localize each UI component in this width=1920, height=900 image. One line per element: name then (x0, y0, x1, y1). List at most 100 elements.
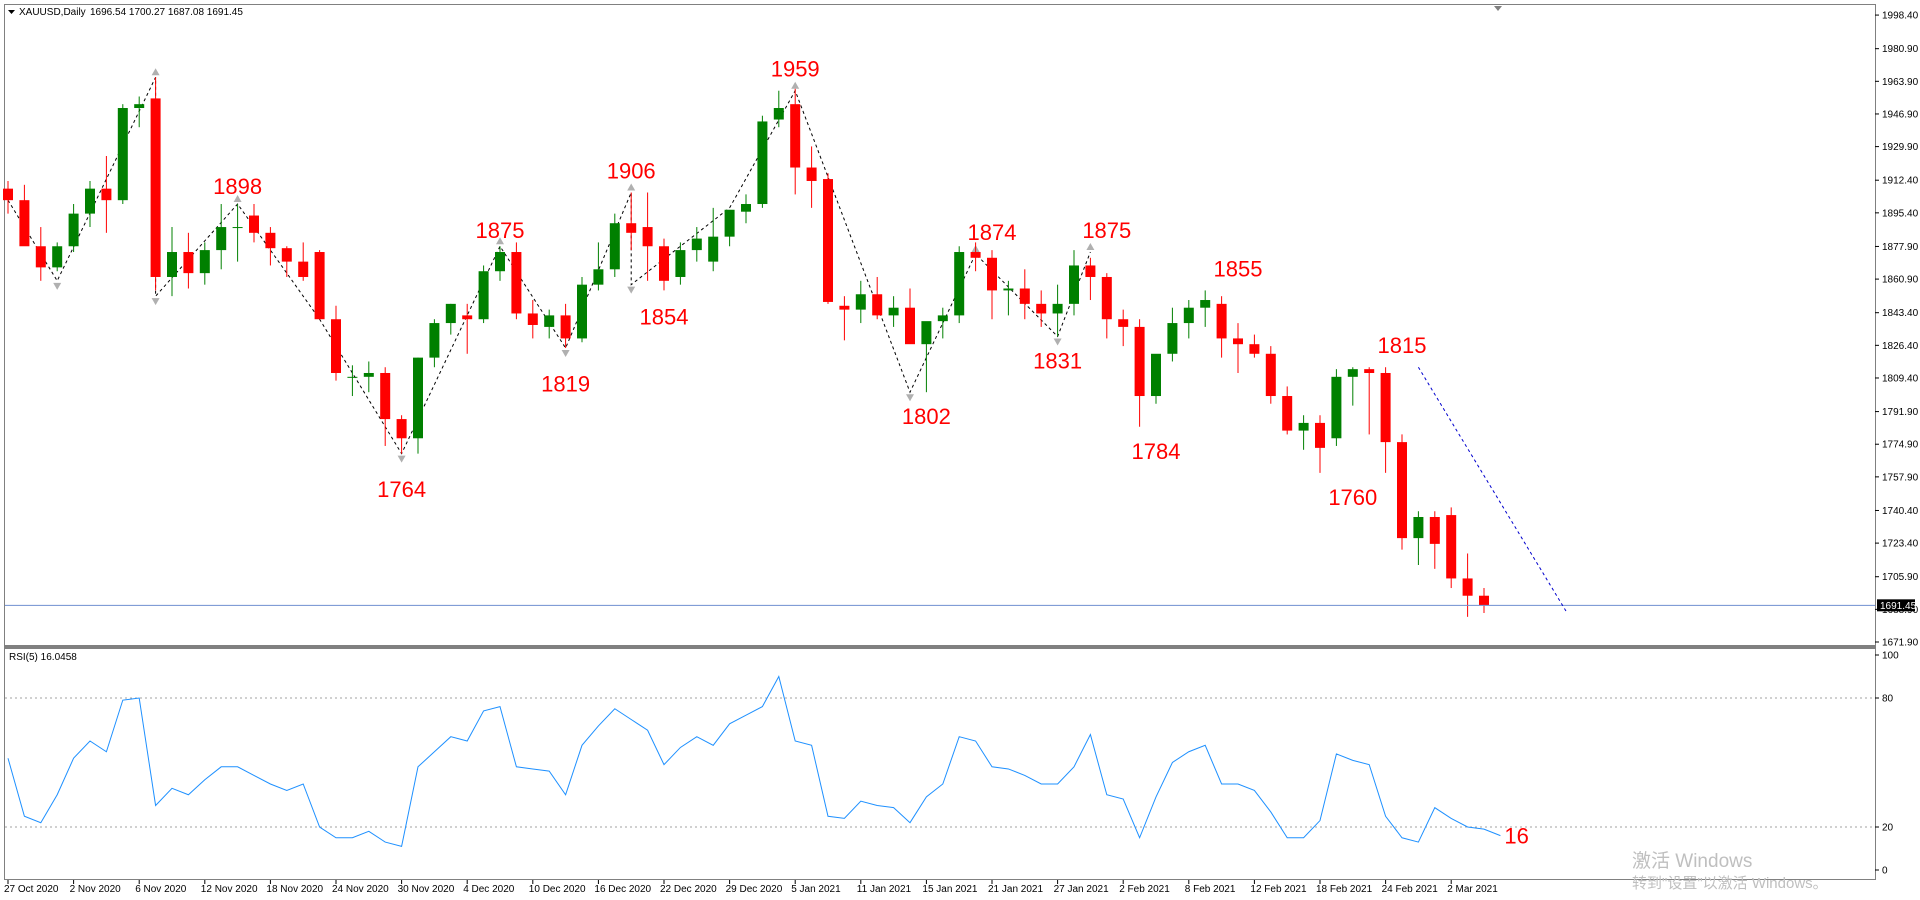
price-tick-label: 1809.40 (1882, 373, 1919, 384)
price-tick-label: 1757.90 (1882, 472, 1919, 483)
panel-separator[interactable] (4, 645, 1876, 648)
candle (19, 184, 30, 247)
candle (757, 115, 768, 208)
candle (1216, 296, 1227, 358)
price-tick-label: 1980.90 (1882, 44, 1919, 55)
candle (1183, 300, 1194, 339)
swing-label: 1819 (541, 372, 590, 397)
pivot-arrow (53, 282, 62, 290)
candle (741, 194, 751, 224)
candle (445, 303, 456, 335)
swing-label: 1854 (640, 304, 689, 329)
time-tick-label: 11 Jan 2021 (857, 884, 912, 895)
candle (363, 361, 374, 393)
candle (1446, 507, 1457, 589)
swing-label: 1874 (968, 220, 1017, 245)
candle (216, 204, 227, 270)
price-tick-label: 1740.40 (1882, 506, 1919, 517)
rsi-panel (4, 648, 1876, 880)
candle (773, 90, 784, 128)
swing-label: 1906 (607, 158, 656, 183)
candle (265, 227, 276, 266)
price-tick-label: 1929.90 (1882, 142, 1919, 153)
activation-watermark-subtitle: 转到"设置"以激活 Windows。 (1632, 875, 1828, 892)
activation-watermark-title: 激活 Windows (1632, 850, 1752, 872)
candle (1101, 273, 1112, 339)
candle (249, 204, 259, 243)
candle (478, 265, 489, 324)
time-tick-label: 18 Feb 2021 (1316, 884, 1373, 895)
pivot-arrow (151, 298, 160, 306)
candle (1265, 346, 1276, 404)
time-tick-label: 5 Jan 2021 (791, 884, 841, 895)
time-tick-label: 27 Jan 2021 (1054, 884, 1109, 895)
swing-label: 1959 (771, 57, 820, 82)
rsi-line (7, 675, 1501, 847)
time-tick-label: 4 Dec 2020 (463, 884, 515, 895)
candle (987, 250, 997, 320)
candle (872, 276, 883, 320)
pivot-arrow (397, 455, 406, 463)
time-tick-label: 16 Dec 2020 (594, 884, 651, 895)
candles (3, 77, 1875, 617)
candle (954, 246, 965, 324)
candle (1019, 269, 1030, 320)
candle (52, 242, 63, 272)
pivot-arrow (496, 237, 504, 245)
rsi-label: RSI(5) 16.0458 (9, 652, 77, 663)
time-tick-label: 2 Mar 2021 (1447, 884, 1498, 895)
time-tick-label: 21 Jan 2021 (988, 884, 1043, 895)
candle (1249, 334, 1260, 358)
candle (790, 88, 801, 195)
candle (642, 192, 653, 281)
swing-label: 1875 (1082, 218, 1131, 243)
rsi-indicator: 100 80 20 0 16 (5, 651, 1899, 877)
candle (1298, 415, 1309, 450)
price-axis: 1998.40 1980.90 1963.90 1946.90 1929.90 1912.… (1875, 11, 1919, 649)
candle (35, 227, 46, 281)
pivot-arrow (1086, 243, 1095, 251)
candle (527, 300, 538, 339)
candle (101, 156, 112, 233)
price-tick-label: 1912.40 (1882, 176, 1919, 187)
price-tick-label: 1705.90 (1882, 572, 1919, 583)
candle (560, 303, 571, 349)
swing-label: 1784 (1132, 439, 1181, 464)
candle (413, 357, 423, 454)
candle (609, 213, 620, 277)
candle (1397, 434, 1407, 550)
rsi-value-label: 16 (1504, 824, 1528, 849)
time-tick-label: 2 Nov 2020 (70, 884, 122, 895)
swing-label: 1875 (476, 218, 525, 243)
price-tick-label: 1860.90 (1882, 275, 1919, 286)
pivot-arrow (151, 68, 160, 76)
annotations: 1898 1764 1875 1819 1906 1854 1959 1802 1874 1831… (213, 57, 1426, 510)
symbol-dropdown-icon[interactable] (8, 10, 15, 14)
time-tick-label: 24 Nov 2020 (332, 884, 389, 895)
ohlc-readout: 1696.54 1700.27 1687.08 1691.45 (90, 7, 243, 18)
time-tick-label: 8 Feb 2021 (1185, 884, 1236, 895)
price-tick-label: 1826.40 (1882, 341, 1919, 352)
candle (167, 227, 177, 297)
candle (1413, 511, 1424, 566)
candle (1233, 323, 1243, 373)
chart-shift-icon[interactable] (1494, 6, 1502, 11)
candle (1364, 367, 1375, 435)
candle (3, 180, 13, 214)
candle (1347, 367, 1358, 406)
candle (199, 242, 210, 285)
time-tick-label: 12 Nov 2020 (201, 884, 258, 895)
time-tick-label: 15 Jan 2021 (922, 884, 977, 895)
candle (134, 96, 145, 128)
time-tick-label: 6 Nov 2020 (135, 884, 187, 895)
candle (937, 307, 948, 339)
candle (1085, 257, 1096, 301)
candle (823, 173, 833, 304)
candle (1036, 290, 1047, 327)
candle (1118, 309, 1129, 347)
candle (1134, 319, 1145, 427)
pivot-arrow (906, 394, 914, 402)
price-tick-label: 1774.90 (1882, 440, 1919, 451)
time-tick-label: 10 Dec 2020 (529, 884, 586, 895)
candle (183, 232, 194, 289)
